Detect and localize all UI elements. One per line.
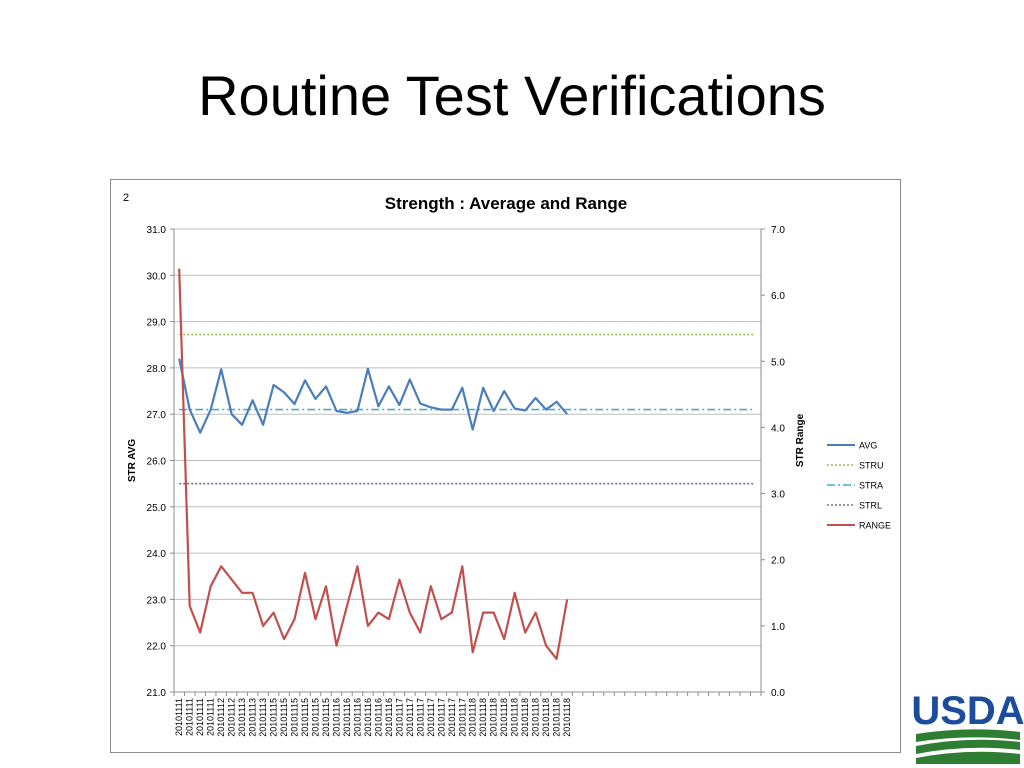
x-tick-label: 20101115 — [321, 698, 331, 737]
x-tick-label: 20101115 — [279, 698, 289, 737]
y2-tick-label: 5.0 — [771, 357, 785, 368]
x-tick-label: 20101112 — [227, 698, 237, 737]
chart-frame: 2 Strength : Average and Range 21.0 22.0 23.… — [110, 179, 901, 753]
x-tick-label: 20101118 — [562, 698, 572, 737]
x-tick-label: 20101118 — [499, 698, 509, 737]
x-tick-label: 20101118 — [478, 698, 488, 737]
x-tick-label: 20101116 — [342, 698, 352, 737]
x-tick-label: 20101117 — [436, 698, 446, 737]
y-tick-label: 25.0 — [147, 503, 167, 514]
x-tick-label: 20101115 — [269, 698, 279, 737]
series-line-avg — [178, 358, 568, 434]
x-tick-label: 20101117 — [457, 698, 467, 737]
x-tick-label: 20101116 — [384, 698, 394, 737]
y-tick-label: 24.0 — [147, 549, 167, 560]
x-tick-label: 20101116 — [352, 698, 362, 737]
series-line-range — [178, 268, 569, 660]
x-tick-label: 20101118 — [552, 698, 562, 737]
x-tick-label: 20101117 — [426, 698, 436, 737]
strength-chart: 2 Strength : Average and Range 21.0 22.0 23.… — [123, 192, 891, 737]
legend-label-stru: STRU — [859, 461, 884, 471]
usda-logo-field-stripe — [916, 729, 1020, 742]
y-tick-label: 28.0 — [147, 364, 167, 375]
x-tick-label: 20101113 — [237, 698, 247, 737]
y2-tick-label: 1.0 — [771, 622, 785, 633]
usda-logo-text: USDA — [912, 690, 1024, 733]
y-tick-label: 26.0 — [147, 457, 167, 468]
x-tick-label: 20101115 — [300, 698, 310, 737]
y2-tick-label: 4.0 — [771, 423, 785, 434]
y2-tick-label: 6.0 — [771, 291, 785, 302]
y-axis-label: STR AVG — [127, 439, 138, 483]
chart-title: Strength : Average and Range — [385, 194, 627, 213]
x-tick-label: 20101116 — [331, 698, 341, 737]
slide-title: Routine Test Verifications — [198, 64, 826, 127]
x-tick-label: 20101115 — [290, 698, 300, 737]
x-tick-label: 20101118 — [531, 698, 541, 737]
y2-axis-label: STR Range — [795, 413, 806, 467]
x-tick-label: 20101117 — [394, 698, 404, 737]
x-tick-label: 20101118 — [510, 698, 520, 737]
x-tick-label: 20101111 — [195, 698, 205, 736]
x-tick-label: 20101116 — [363, 698, 373, 737]
legend-label-strl: STRL — [859, 501, 882, 511]
usda-logo-field-stripe — [916, 751, 1020, 764]
y-tick-label: 31.0 — [147, 225, 167, 236]
x-tick-label: 20101117 — [415, 698, 425, 737]
y2-tick-label: 7.0 — [771, 225, 785, 236]
x-tick-label: 20101118 — [489, 698, 499, 737]
x-tick-label: 20101113 — [258, 698, 268, 737]
x-tick-label: 20101118 — [520, 698, 530, 737]
x-tick-label: 20101116 — [373, 698, 383, 737]
x-tick-label: 20101111 — [185, 698, 195, 736]
x-tick-label: 20101115 — [311, 698, 321, 737]
legend-label-avg: AVG — [859, 441, 877, 451]
usda-logo: USDA — [912, 690, 1024, 764]
y-tick-label: 23.0 — [147, 595, 167, 606]
legend-label-range: RANGE — [859, 521, 891, 531]
x-tick-label: 20101111 — [206, 698, 216, 736]
y2-tick-label: 0.0 — [771, 688, 785, 699]
x-tick-label: 20101117 — [447, 698, 457, 737]
y-tick-label: 22.0 — [147, 642, 167, 653]
y-tick-label: 29.0 — [147, 318, 167, 329]
y-tick-label: 30.0 — [147, 271, 167, 282]
x-tick-label: 20101118 — [468, 698, 478, 737]
x-tick-label: 20101117 — [405, 698, 415, 737]
legend-label-stra: STRA — [859, 481, 883, 491]
y2-tick-label: 2.0 — [771, 556, 785, 567]
y-tick-label: 27.0 — [147, 410, 167, 421]
chart-corner-label: 2 — [123, 192, 129, 204]
x-tick-label: 20101118 — [541, 698, 551, 737]
y2-tick-label: 3.0 — [771, 490, 785, 501]
x-tick-label: 20101113 — [248, 698, 258, 737]
x-tick-label: 20101112 — [216, 698, 226, 737]
x-tick-label: 20101111 — [174, 698, 184, 736]
usda-logo-field-stripe — [916, 739, 1020, 754]
y-tick-label: 21.0 — [147, 688, 167, 699]
